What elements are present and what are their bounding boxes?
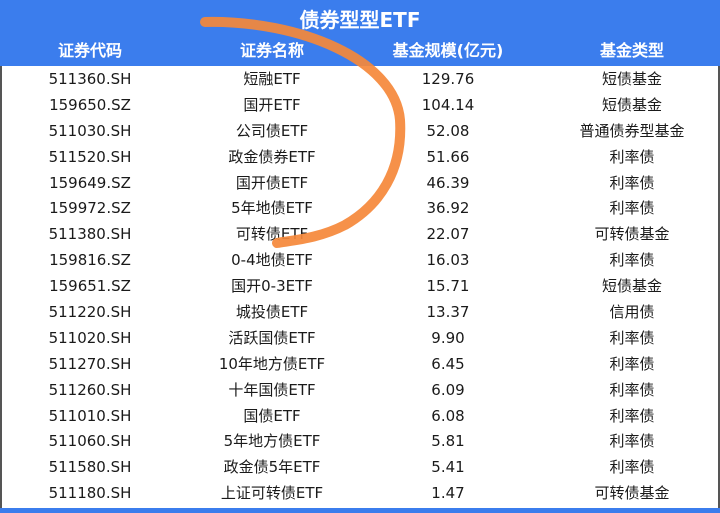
- cell-code: 511220.SH: [48, 303, 132, 322]
- cell-code: 159651.SZ: [49, 277, 131, 296]
- cell-code: 511060.SH: [48, 432, 132, 451]
- cell-type: 短债基金: [601, 70, 662, 88]
- cell-code: 511580.SH: [48, 458, 132, 477]
- table-row: 511270.SH 10年地方债ETF 6.45 利率债: [0, 352, 720, 378]
- cell-name: 国开0-3ETF: [231, 277, 313, 296]
- cell-size: 16.03: [426, 251, 470, 270]
- cell-name: 10年地方债ETF: [218, 354, 326, 373]
- cell-name: 国债ETF: [243, 406, 301, 425]
- cell-name: 公司债ETF: [235, 121, 309, 140]
- cell-size: 6.45: [431, 354, 465, 373]
- table-row: 511380.SH 可转债ETF 22.07 可转债基金: [0, 222, 720, 248]
- column-header-size: 基金规模(亿元): [392, 41, 504, 60]
- cell-type: 可转债基金: [594, 484, 670, 503]
- cell-size: 5.41: [431, 458, 465, 477]
- cell-code: 159816.SZ: [49, 251, 131, 270]
- table-body: 511360.SH 短融ETF 129.76 短债基金 159650.SZ 国开ETF 10…: [0, 67, 720, 507]
- cell-code: 511360.SH: [48, 70, 132, 88]
- cell-size: 36.92: [426, 199, 470, 218]
- table-row: 511010.SH 国债ETF 6.08 利率债: [0, 404, 720, 430]
- cell-name: 0-4地债ETF: [231, 251, 313, 270]
- table-row: 159649.SZ 国开债ETF 46.39 利率债: [0, 171, 720, 197]
- table-border-right: [718, 66, 720, 508]
- cell-size: 15.71: [426, 277, 470, 296]
- cell-size: 9.90: [431, 328, 465, 347]
- cell-size: 5.81: [431, 432, 465, 451]
- cell-type: 可转债基金: [594, 225, 670, 244]
- cell-code: 511270.SH: [48, 354, 132, 373]
- table-title: 债券型型ETF: [299, 8, 421, 32]
- cell-size: 13.37: [426, 303, 470, 322]
- table-header: 债券型型ETF 证券代码 证券名称 基金规模(亿元) 基金类型: [0, 0, 720, 66]
- cell-size: 1.47: [431, 484, 465, 503]
- cell-size: 51.66: [426, 147, 470, 166]
- cell-name: 十年国债ETF: [228, 380, 316, 399]
- cell-type: 利率债: [609, 458, 655, 477]
- cell-code: 511020.SH: [48, 328, 132, 347]
- table-row: 511020.SH 活跃国债ETF 9.90 利率债: [0, 326, 720, 352]
- cell-code: 511380.SH: [48, 225, 132, 244]
- table-row: 511520.SH 政金债券ETF 51.66 利率债: [0, 145, 720, 171]
- cell-name: 国开ETF: [243, 95, 301, 114]
- cell-size: 129.76: [421, 70, 475, 88]
- cell-code: 511030.SH: [48, 121, 132, 140]
- cell-size: 22.07: [426, 225, 470, 244]
- column-header-type: 基金类型: [599, 41, 664, 60]
- table-row: 159650.SZ 国开ETF 104.14 短债基金: [0, 93, 720, 119]
- cell-code: 159650.SZ: [49, 95, 131, 114]
- cell-name: 国开债ETF: [235, 173, 309, 192]
- cell-type: 利率债: [609, 147, 655, 166]
- cell-type: 短债基金: [601, 95, 662, 114]
- cell-code: 159972.SZ: [49, 199, 131, 218]
- table-row: 511260.SH 十年国债ETF 6.09 利率债: [0, 378, 720, 404]
- table-border-left: [0, 66, 2, 508]
- cell-type: 信用债: [609, 303, 655, 322]
- cell-code: 511180.SH: [48, 484, 132, 503]
- cell-type: 普通债券型基金: [579, 121, 685, 140]
- cell-name: 可转债ETF: [235, 225, 309, 244]
- cell-code: 511260.SH: [48, 380, 132, 399]
- column-headers: 证券代码 证券名称 基金规模(亿元) 基金类型: [0, 38, 720, 64]
- table-row: 511220.SH 城投债ETF 13.37 信用债: [0, 300, 720, 326]
- cell-name: 政金债券ETF: [228, 147, 316, 166]
- table-row: 511360.SH 短融ETF 129.76 短债基金: [0, 67, 720, 93]
- cell-name: 上证可转债ETF: [220, 484, 324, 503]
- cell-code: 511010.SH: [48, 406, 132, 425]
- cell-type: 利率债: [609, 406, 655, 425]
- cell-type: 利率债: [609, 354, 655, 373]
- cell-type: 利率债: [609, 328, 655, 347]
- cell-size: 104.14: [421, 95, 475, 114]
- column-header-name: 证券名称: [239, 41, 304, 60]
- cell-name: 5年地债ETF: [231, 199, 313, 218]
- cell-name: 城投债ETF: [235, 303, 309, 322]
- table-row: 159972.SZ 5年地债ETF 36.92 利率债: [0, 196, 720, 222]
- table-row: 511580.SH 政金债5年ETF 5.41 利率债: [0, 455, 720, 481]
- cell-code: 511520.SH: [48, 147, 132, 166]
- cell-type: 利率债: [609, 432, 655, 451]
- cell-size: 52.08: [426, 121, 470, 140]
- cell-size: 6.08: [431, 406, 465, 425]
- table-row: 511180.SH 上证可转债ETF 1.47 可转债基金: [0, 481, 720, 507]
- cell-size: 46.39: [426, 173, 470, 192]
- cell-type: 短债基金: [601, 277, 662, 296]
- table-row: 511030.SH 公司债ETF 52.08 普通债券型基金: [0, 119, 720, 145]
- cell-type: 利率债: [609, 173, 655, 192]
- table-row: 159651.SZ 国开0-3ETF 15.71 短债基金: [0, 274, 720, 300]
- cell-type: 利率债: [609, 380, 655, 399]
- cell-type: 利率债: [609, 199, 655, 218]
- table-row: 511060.SH 5年地方债ETF 5.81 利率债: [0, 429, 720, 455]
- cell-name: 短融ETF: [243, 70, 301, 88]
- cell-type: 利率债: [609, 251, 655, 270]
- cell-name: 活跃国债ETF: [228, 328, 316, 347]
- cell-size: 6.09: [431, 380, 465, 399]
- cell-code: 159649.SZ: [49, 173, 131, 192]
- cell-name: 政金债5年ETF: [223, 458, 321, 477]
- column-header-code: 证券代码: [57, 41, 122, 60]
- cell-name: 5年地方债ETF: [223, 432, 321, 451]
- table-row: 159816.SZ 0-4地债ETF 16.03 利率债: [0, 248, 720, 274]
- table-footer-bar: [0, 508, 720, 513]
